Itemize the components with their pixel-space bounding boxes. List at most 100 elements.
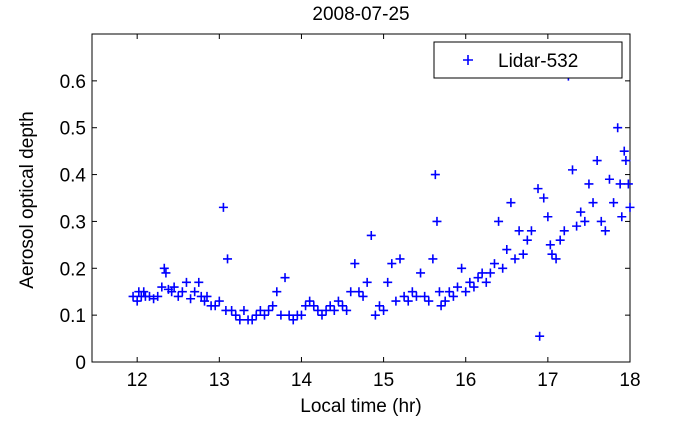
point bbox=[350, 259, 360, 269]
point bbox=[592, 156, 602, 166]
point bbox=[317, 310, 327, 320]
point bbox=[543, 212, 553, 222]
y-tick-label: 0 bbox=[75, 353, 86, 374]
point bbox=[416, 268, 426, 278]
point bbox=[301, 301, 311, 311]
point bbox=[181, 277, 191, 287]
point bbox=[609, 198, 619, 208]
point bbox=[358, 291, 368, 301]
point bbox=[576, 207, 586, 217]
point bbox=[502, 245, 512, 255]
point bbox=[391, 296, 401, 306]
point bbox=[149, 294, 159, 304]
x-tick-label: 17 bbox=[537, 370, 558, 391]
point bbox=[218, 202, 228, 212]
point bbox=[539, 193, 549, 203]
y-tick-label: 0.3 bbox=[60, 212, 86, 233]
chart-title: 2008-07-25 bbox=[312, 4, 409, 25]
point bbox=[615, 179, 625, 189]
point bbox=[522, 235, 532, 245]
x-tick-label: 16 bbox=[455, 370, 476, 391]
point bbox=[276, 310, 286, 320]
point bbox=[547, 249, 557, 259]
point bbox=[259, 310, 269, 320]
x-tick-label: 15 bbox=[373, 370, 394, 391]
point bbox=[338, 301, 348, 311]
point bbox=[190, 287, 200, 297]
point bbox=[514, 226, 524, 236]
point bbox=[139, 287, 149, 297]
point bbox=[161, 268, 171, 278]
point bbox=[494, 216, 504, 226]
point bbox=[272, 287, 282, 297]
point bbox=[167, 287, 177, 297]
point bbox=[580, 216, 590, 226]
point bbox=[481, 277, 491, 287]
point bbox=[374, 301, 384, 311]
point bbox=[383, 277, 393, 287]
point bbox=[453, 282, 463, 292]
point bbox=[280, 273, 290, 283]
point bbox=[559, 226, 569, 236]
point bbox=[584, 179, 594, 189]
point bbox=[395, 254, 405, 264]
point bbox=[555, 235, 565, 245]
point bbox=[159, 263, 169, 273]
point bbox=[325, 301, 335, 311]
point bbox=[362, 277, 372, 287]
point bbox=[169, 282, 179, 292]
y-tick-label: 0.2 bbox=[60, 259, 86, 280]
point bbox=[469, 282, 479, 292]
point bbox=[251, 310, 261, 320]
point bbox=[214, 296, 224, 306]
point bbox=[227, 305, 237, 315]
point bbox=[424, 296, 434, 306]
point bbox=[186, 294, 196, 304]
point bbox=[485, 268, 495, 278]
point bbox=[477, 268, 487, 278]
point bbox=[407, 287, 417, 297]
y-tick-label: 0.5 bbox=[60, 119, 86, 140]
legend-marker bbox=[463, 55, 473, 65]
point bbox=[510, 254, 520, 264]
point bbox=[489, 259, 499, 269]
point bbox=[625, 202, 635, 212]
point bbox=[430, 170, 440, 180]
x-tick-label: 12 bbox=[127, 370, 148, 391]
point bbox=[333, 296, 343, 306]
point bbox=[342, 305, 352, 315]
point bbox=[177, 287, 187, 297]
point bbox=[420, 291, 430, 301]
point bbox=[235, 315, 245, 325]
point bbox=[461, 287, 471, 297]
point bbox=[288, 315, 298, 325]
point bbox=[428, 254, 438, 264]
x-tick-label: 14 bbox=[291, 370, 313, 391]
x-tick-label: 13 bbox=[209, 370, 230, 391]
point bbox=[194, 277, 204, 287]
point bbox=[346, 287, 356, 297]
point bbox=[434, 287, 444, 297]
point bbox=[621, 156, 631, 166]
point bbox=[313, 305, 323, 315]
point bbox=[572, 221, 582, 231]
point bbox=[264, 305, 274, 315]
point bbox=[173, 291, 183, 301]
point bbox=[321, 305, 331, 315]
point bbox=[613, 123, 623, 133]
point bbox=[448, 291, 458, 301]
point bbox=[247, 315, 257, 325]
point bbox=[157, 282, 167, 292]
legend-label: Lidar-532 bbox=[498, 51, 578, 72]
point bbox=[239, 305, 249, 315]
point bbox=[268, 301, 278, 311]
point bbox=[526, 226, 536, 236]
point bbox=[617, 212, 627, 222]
point bbox=[473, 273, 483, 283]
point bbox=[604, 174, 614, 184]
point bbox=[533, 184, 543, 194]
point bbox=[354, 287, 364, 297]
point bbox=[498, 263, 508, 273]
point bbox=[305, 296, 315, 306]
point bbox=[231, 310, 241, 320]
